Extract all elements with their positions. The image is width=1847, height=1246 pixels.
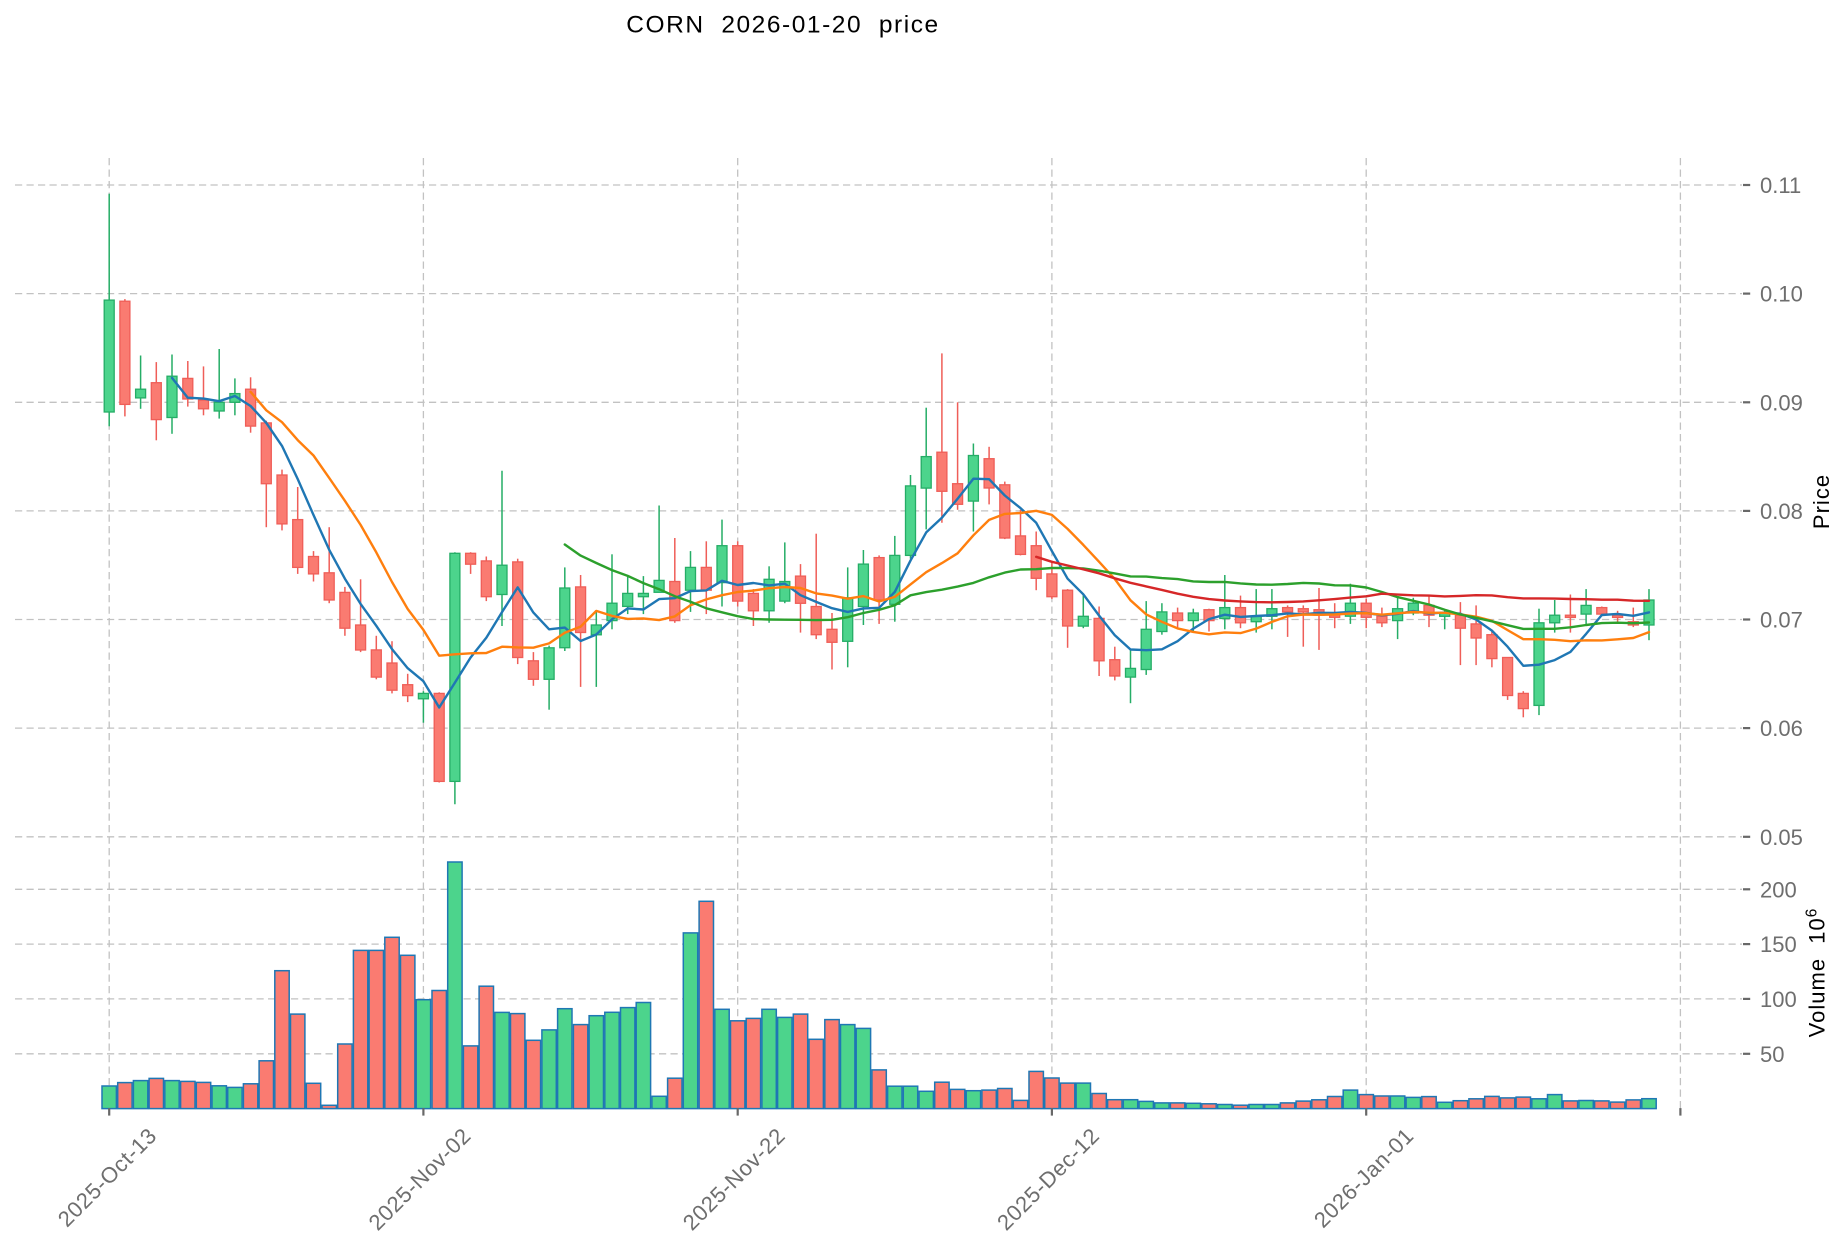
- svg-text:200: 200: [1760, 877, 1797, 902]
- svg-text:CORN 2026-01-20 price: CORN 2026-01-20 price: [626, 12, 939, 39]
- svg-text:0.10: 0.10: [1760, 282, 1803, 307]
- svg-text:50: 50: [1760, 1042, 1784, 1067]
- svg-text:0.08: 0.08: [1760, 499, 1803, 524]
- svg-text:0.06: 0.06: [1760, 716, 1803, 741]
- svg-text:100: 100: [1760, 987, 1797, 1012]
- svg-text:Price: Price: [1809, 474, 1834, 529]
- svg-text:150: 150: [1760, 932, 1797, 957]
- svg-text:0.09: 0.09: [1760, 390, 1803, 415]
- svg-text:Volume 106: Volume 106: [1804, 908, 1830, 1038]
- svg-text:0.11: 0.11: [1760, 173, 1801, 198]
- svg-text:0.07: 0.07: [1760, 608, 1803, 633]
- svg-text:0.05: 0.05: [1760, 825, 1803, 850]
